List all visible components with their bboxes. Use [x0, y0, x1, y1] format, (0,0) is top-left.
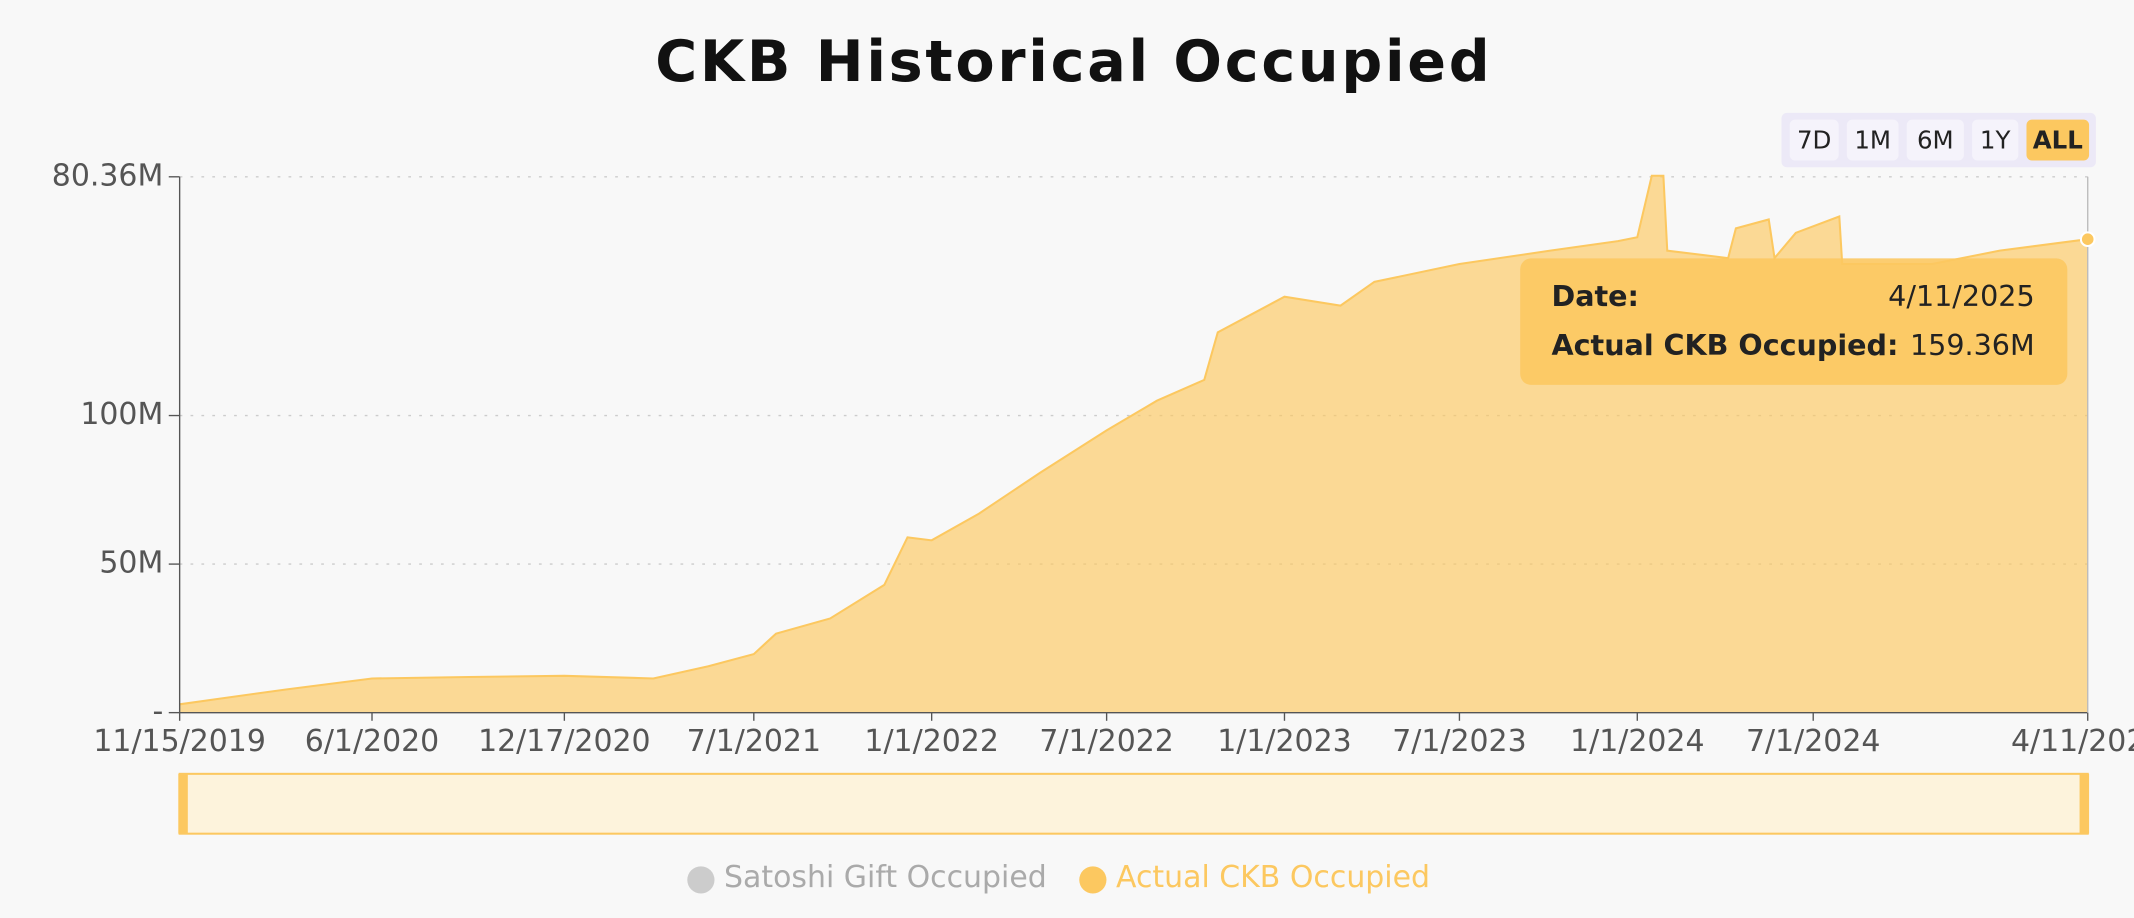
x-tick-label: 12/17/2020 [478, 724, 651, 759]
hover-point [2079, 231, 2096, 248]
x-tick-label: 4/11/2025 [2011, 724, 2134, 759]
x-tick-label: 7/1/2024 [1746, 724, 1880, 759]
legend-label[interactable]: Satoshi Gift Occupied [724, 860, 1047, 895]
x-tick-label: 7/1/2022 [1039, 724, 1173, 759]
x-tick-label: 7/1/2021 [687, 724, 821, 759]
range-button-label[interactable]: 1M [1854, 125, 1891, 154]
x-tick-label: 1/1/2022 [864, 724, 998, 759]
chart-title: CKB Historical Occupied [655, 29, 1492, 95]
line [179, 174, 2088, 706]
x-tick-label: 1/1/2024 [1570, 724, 1704, 759]
legend-label[interactable]: Actual CKB Occupied [1116, 860, 1430, 895]
y-tick-label: 80.36M [52, 158, 164, 193]
range-button[interactable] [1846, 119, 1899, 161]
range-button-label[interactable]: 7D [1797, 125, 1831, 154]
y-tick-label: 50M [99, 546, 163, 581]
x-tick-label: 6/1/2020 [305, 724, 439, 759]
y-tick-label: 100M [80, 397, 163, 432]
zoom-slider[interactable] [178, 772, 2089, 835]
range-button-label[interactable]: 1Y [1980, 125, 2011, 154]
tooltip-key: Actual CKB Occupied: [1552, 328, 1899, 362]
slider-handle[interactable] [178, 773, 188, 834]
tooltip-key: Date: [1552, 279, 1639, 313]
legend-marker[interactable] [1079, 866, 1107, 894]
range-button-label[interactable]: ALL [2033, 125, 2083, 154]
x-tick-label: 11/15/2019 [93, 724, 266, 759]
y-tick-label: - [152, 694, 163, 729]
range-button-label[interactable]: 6M [1917, 125, 1954, 154]
range-button[interactable] [1906, 119, 1964, 161]
x-tick-label: 7/1/2023 [1392, 724, 1526, 759]
range-button[interactable] [1789, 119, 1839, 161]
tooltip [1520, 258, 2068, 385]
tooltip-value: 159.36M [1910, 328, 2035, 362]
range-button[interactable] [2026, 119, 2090, 161]
x-tick-label: 1/1/2023 [1217, 724, 1351, 759]
range-button[interactable] [1972, 119, 2019, 161]
slider-handle[interactable] [2079, 773, 2090, 834]
legend-marker[interactable] [687, 866, 715, 894]
tooltip-value: 4/11/2025 [1888, 279, 2035, 313]
